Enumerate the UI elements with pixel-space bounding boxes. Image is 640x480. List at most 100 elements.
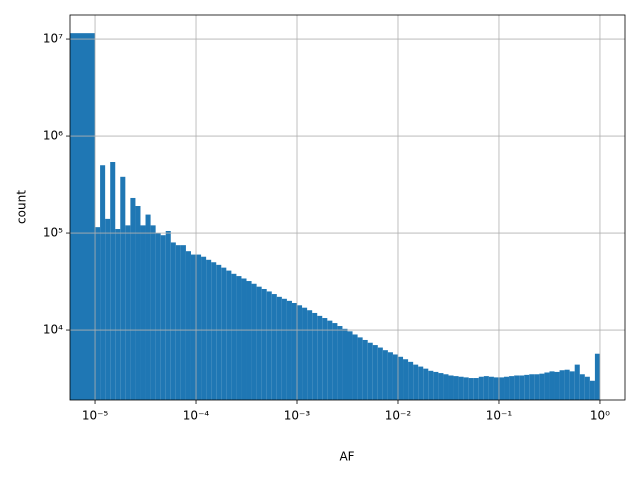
bar	[428, 370, 434, 400]
bar	[569, 371, 575, 400]
y-tick-label: 10⁷	[43, 32, 63, 46]
bar	[529, 374, 535, 400]
bar	[493, 377, 499, 400]
bar	[297, 305, 303, 400]
bar	[584, 376, 590, 400]
bar	[544, 372, 550, 400]
bar	[377, 347, 383, 400]
bar	[352, 334, 358, 400]
bar	[276, 296, 282, 400]
bar	[246, 281, 252, 400]
bar	[403, 359, 409, 400]
bar	[226, 270, 232, 400]
bar	[478, 376, 484, 400]
bar	[251, 283, 257, 400]
bar	[443, 374, 449, 400]
bar	[458, 376, 464, 400]
bar	[130, 197, 136, 400]
bar	[317, 315, 323, 400]
bar	[559, 370, 565, 400]
y-tick-label: 10⁶	[43, 129, 63, 143]
x-axis-label: AF	[339, 450, 354, 464]
bar	[498, 377, 505, 400]
bar	[100, 165, 106, 400]
bar	[433, 371, 439, 400]
bar	[372, 345, 378, 400]
bar	[201, 256, 207, 400]
bar	[408, 361, 414, 400]
bar	[190, 254, 197, 400]
bar	[150, 225, 156, 400]
bar	[105, 218, 111, 400]
bar	[180, 245, 186, 400]
bar	[332, 323, 338, 400]
bar	[221, 267, 227, 400]
bar	[281, 298, 287, 400]
bar	[291, 303, 298, 400]
bar	[302, 307, 308, 400]
bar	[357, 337, 363, 400]
bar	[579, 374, 585, 400]
bar	[196, 254, 202, 400]
bar	[342, 328, 348, 400]
bar	[236, 276, 242, 400]
bar	[185, 251, 191, 400]
bar	[110, 162, 116, 400]
bar	[534, 374, 540, 400]
y-tick-label: 10⁵	[43, 226, 63, 240]
y-axis-label: count	[15, 190, 29, 224]
bar	[468, 378, 474, 400]
x-tick-label: 10⁰	[590, 409, 610, 423]
bar	[524, 374, 530, 400]
bar	[362, 339, 368, 400]
bar	[438, 373, 444, 400]
bar	[347, 331, 353, 400]
bar	[423, 368, 429, 400]
bar	[140, 225, 146, 400]
bar	[155, 233, 161, 400]
bar	[392, 354, 398, 400]
bar	[554, 371, 560, 400]
bar	[574, 364, 580, 400]
bar	[367, 342, 373, 400]
bar	[95, 227, 101, 400]
x-tick-label: 10⁻¹	[486, 409, 513, 423]
bar	[397, 356, 404, 400]
bar	[160, 235, 166, 400]
bar	[413, 364, 419, 400]
y-tick-label: 10⁴	[43, 323, 63, 337]
plot-frame	[69, 14, 626, 401]
x-tick-label: 10⁻⁴	[183, 409, 210, 423]
bar	[125, 225, 131, 400]
bar	[382, 350, 388, 400]
bar	[504, 376, 510, 400]
bar	[145, 214, 151, 400]
bar	[261, 288, 267, 400]
bar	[266, 291, 272, 400]
bar	[337, 326, 343, 400]
x-tick-label: 10⁻³	[284, 409, 311, 423]
bar	[70, 33, 96, 400]
bar	[115, 229, 121, 400]
bar	[286, 300, 292, 400]
bar	[271, 294, 277, 400]
bar	[387, 352, 393, 400]
bar	[483, 376, 489, 400]
bar	[549, 371, 555, 400]
bar	[589, 380, 595, 400]
bar	[327, 320, 333, 400]
bar	[448, 375, 454, 400]
bar	[463, 377, 469, 400]
bar	[514, 375, 520, 400]
bar	[211, 262, 217, 400]
bar	[418, 366, 424, 400]
bar	[241, 278, 247, 400]
bar	[307, 310, 313, 400]
x-tick-label: 10⁻⁵	[82, 409, 109, 423]
bar	[135, 206, 141, 400]
bar	[509, 376, 515, 400]
x-tick-label: 10⁻²	[385, 409, 412, 423]
bar	[519, 375, 525, 400]
bar	[322, 318, 328, 400]
